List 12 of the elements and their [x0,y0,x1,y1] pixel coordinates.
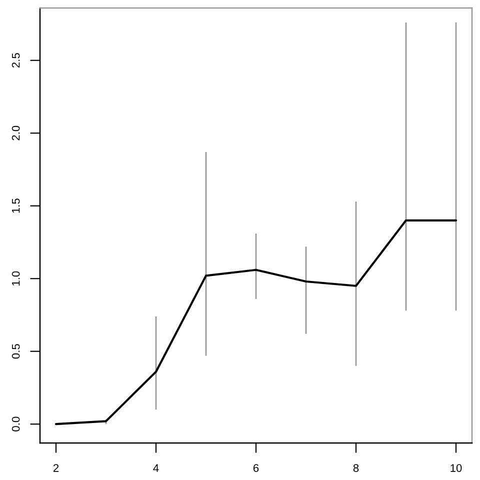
x-tick-label: 2 [53,464,59,472]
x-tick-label: 4 [153,464,159,472]
y-tick-label: 1.0 [12,271,20,286]
line-series [54,219,458,426]
y-tick-label: 2.0 [12,126,20,140]
y-tick-label: 0.0 [12,416,20,432]
y-tick-label: 0.5 [12,344,20,359]
x-tick-label: 8 [353,464,359,472]
y-tick-label: 2.5 [12,53,20,68]
x-tick-label: 6 [253,464,259,472]
x-tick-label: 10 [450,464,462,472]
y-tick-label: 1.5 [12,198,20,213]
